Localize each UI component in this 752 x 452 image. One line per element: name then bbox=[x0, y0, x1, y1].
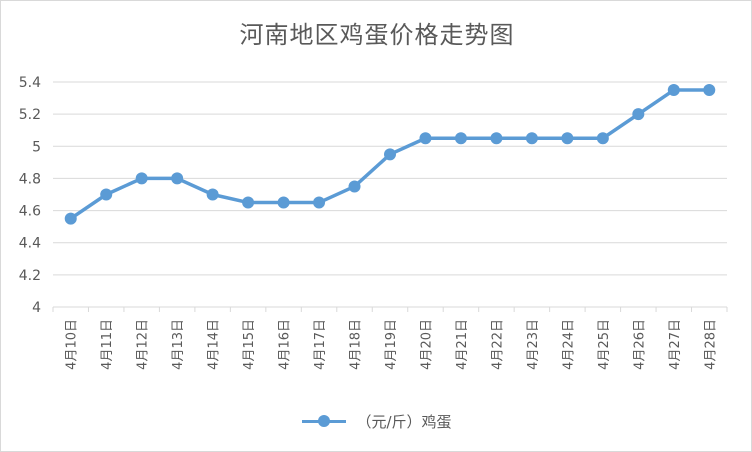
x-tick-label: 4月19日 bbox=[384, 319, 399, 370]
data-point bbox=[454, 132, 467, 145]
data-point bbox=[348, 180, 361, 193]
data-point bbox=[277, 196, 290, 209]
x-tick-label: 4月10日 bbox=[65, 319, 80, 370]
x-tick-label: 4月21日 bbox=[455, 319, 470, 370]
data-point bbox=[490, 132, 503, 145]
x-tick-label: 4月16日 bbox=[278, 319, 293, 370]
x-tick-label: 4月12日 bbox=[136, 319, 151, 370]
data-point bbox=[242, 196, 255, 209]
x-tick-label: 4月15日 bbox=[242, 319, 257, 370]
y-tick-label: 4.8 bbox=[19, 171, 41, 187]
x-tick-label: 4月17日 bbox=[313, 319, 328, 370]
y-tick-label: 5.2 bbox=[19, 107, 41, 123]
data-point bbox=[419, 132, 432, 145]
legend-marker-icon bbox=[302, 414, 347, 428]
data-point bbox=[525, 132, 538, 145]
line-chart: 4 4.2 4.4 4.6 4.8 5 5.2 5.4 4月10日 4月11日 4月12日 4月13日… bbox=[19, 75, 728, 370]
data-point bbox=[100, 188, 113, 201]
x-tick-label: 4月24日 bbox=[561, 319, 576, 370]
x-tick-label: 4月14日 bbox=[207, 319, 222, 370]
data-point bbox=[313, 196, 326, 209]
x-tick-label: 4月25日 bbox=[597, 319, 612, 370]
legend-label: （元/斤）鸡蛋 bbox=[356, 412, 452, 431]
x-tick-label: 4月23日 bbox=[526, 319, 541, 370]
data-point bbox=[135, 172, 148, 185]
x-tick-label: 4月26日 bbox=[632, 319, 647, 370]
x-tick-label: 4月27日 bbox=[668, 319, 683, 370]
data-point bbox=[703, 84, 716, 97]
legend: （元/斤）鸡蛋 bbox=[1, 408, 752, 434]
data-point bbox=[667, 84, 680, 97]
x-tick-label: 4月22日 bbox=[490, 319, 505, 370]
data-point bbox=[632, 108, 645, 121]
data-point bbox=[64, 212, 77, 225]
x-tick-label: 4月20日 bbox=[419, 319, 434, 370]
y-tick-label: 4.2 bbox=[19, 268, 41, 284]
y-tick-label: 5.4 bbox=[19, 75, 41, 91]
x-tick-label: 4月11日 bbox=[100, 319, 115, 370]
data-point bbox=[206, 188, 219, 201]
y-tick-label: 4.6 bbox=[19, 204, 41, 220]
y-tick-label: 5 bbox=[32, 139, 41, 155]
data-point bbox=[596, 132, 609, 145]
chart-title: 河南地区鸡蛋价格走势图 bbox=[239, 21, 515, 49]
data-point bbox=[384, 148, 396, 161]
data-point bbox=[561, 132, 574, 145]
x-tick-label: 4月28日 bbox=[703, 319, 718, 370]
y-tick-label: 4 bbox=[32, 300, 41, 316]
y-tick-label: 4.4 bbox=[19, 236, 41, 252]
data-point bbox=[171, 172, 184, 185]
x-tick-label: 4月13日 bbox=[171, 319, 186, 370]
x-tick-label: 4月18日 bbox=[349, 319, 364, 370]
